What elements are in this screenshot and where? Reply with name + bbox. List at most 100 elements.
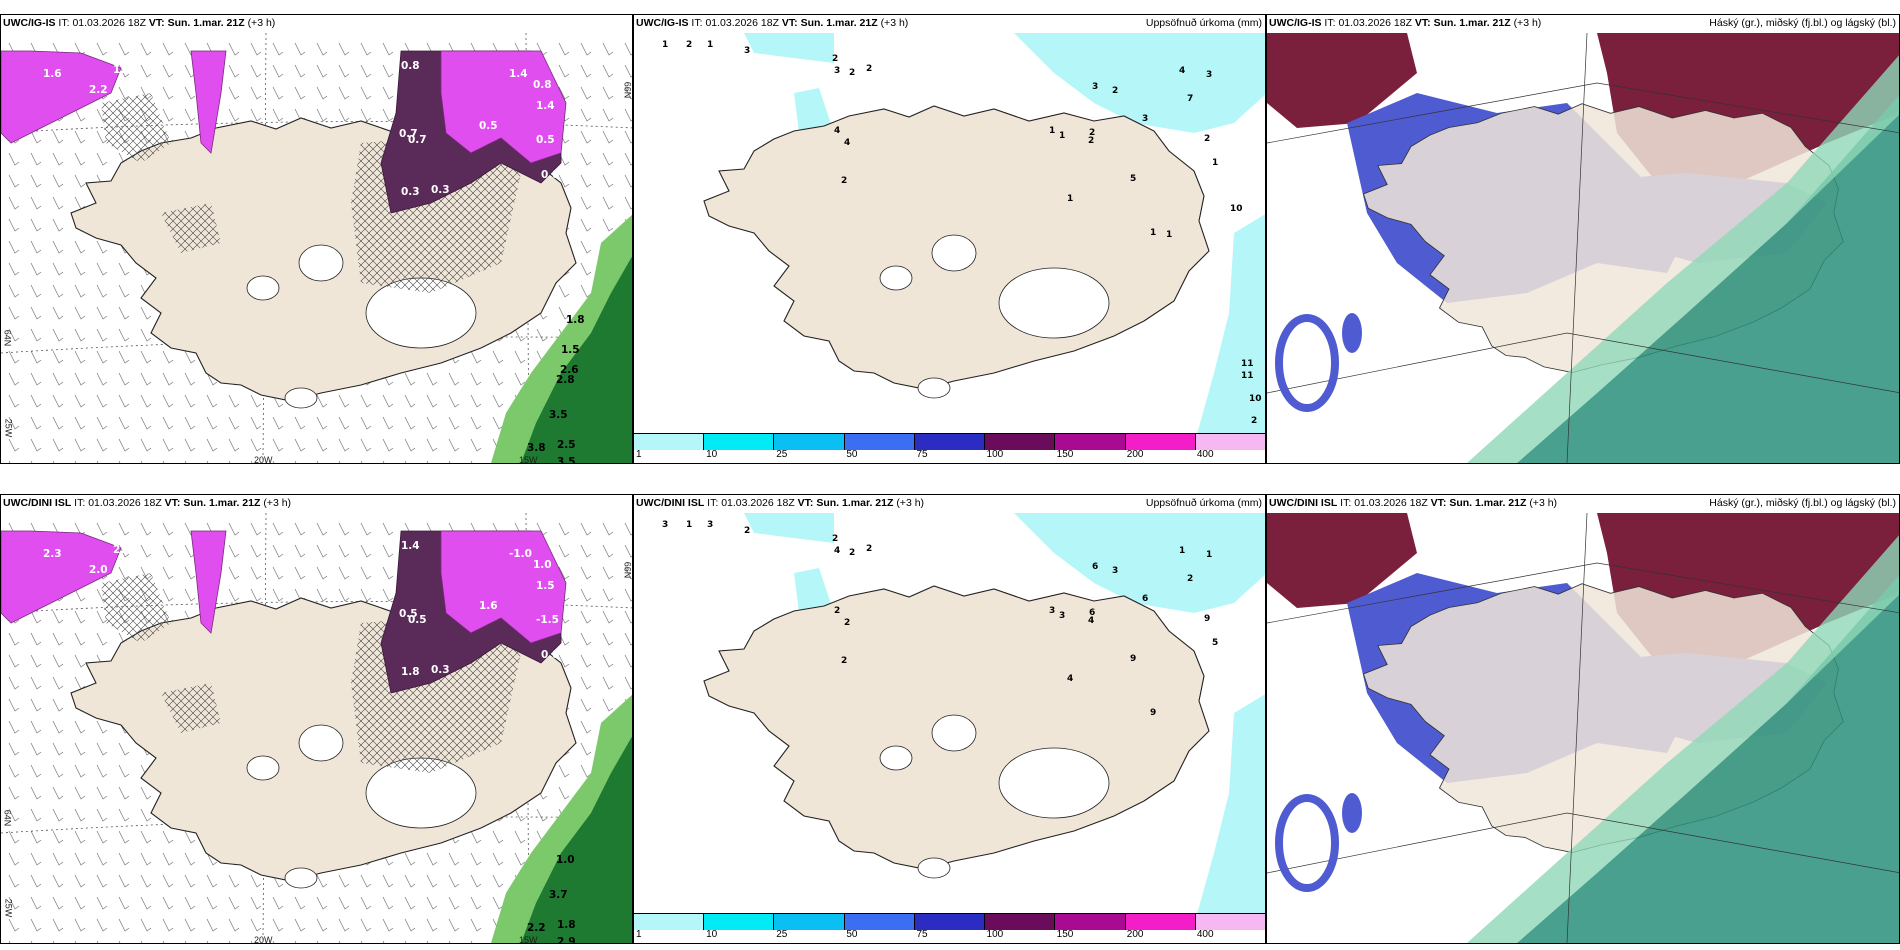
wind-barb [8,896,20,910]
precip-amount-label: 2 [849,548,855,558]
wind-barb [448,416,460,430]
wind-barb [492,394,504,408]
wind-barb [558,544,570,558]
wind-barb [580,720,592,734]
contour-value-label: 2.2 [89,84,108,96]
wind-barb [250,918,262,932]
wind-barb [96,764,108,778]
wind-barb [162,394,174,408]
wind-barb [580,108,592,122]
wind-barb [30,328,42,342]
wind-barb [360,394,372,408]
colorbar-tick-label: 1 [636,929,642,940]
wind-barb [162,438,174,452]
colorbar-tick-label: 100 [986,449,1004,460]
wind-barb [8,808,20,822]
wind-barb [162,918,174,932]
wind-barb [294,896,306,910]
mid-cloud-swirl [1275,794,1339,892]
wind-barb [184,372,196,386]
wind-barb [140,64,152,78]
wind-barb [602,698,614,712]
lon-label-25w: 25W [3,418,14,438]
wind-barb [140,896,152,910]
high-cloud-maroon [1267,33,1417,128]
precip-area-purple [190,530,227,634]
wind-barb [162,42,174,56]
wind-barb [74,676,86,690]
glacier [931,714,977,752]
wind-barb [96,632,108,646]
panel-header: UWC/IG-IS IT: 01.03.2026 18Z VT: Sun. 1.… [3,17,276,29]
wind-barb [52,372,64,386]
contour-value-label: 2.5 [557,439,576,451]
wind-barb [360,566,372,580]
wind-barb [558,86,570,100]
wind-barb [338,460,341,463]
colorbar-tick-label: 25 [776,929,788,940]
wind-barb [470,416,482,430]
precip-amount-label: 6 [1089,608,1095,618]
graticule-line [1566,33,1588,463]
wind-barb [250,438,262,452]
colorbar-swatch [704,914,775,930]
contour-value-label: 0.7 [399,128,418,140]
wind-barb [228,108,240,122]
wind-barb [272,522,284,536]
graticule-line [1267,812,1899,874]
wind-barb [338,64,350,78]
contour-value-label: 1.0 [556,854,575,866]
cloud-map [1267,513,1899,943]
wind-barb [602,544,614,558]
wind-barb [580,130,592,144]
mid-cloud-blob [1342,793,1362,833]
wind-barb [316,874,328,888]
contour-value-label: 1.6 [43,68,62,80]
wind-barb [624,174,632,188]
wind-barb [52,918,64,932]
hatched-snow-area [101,93,171,163]
wind-barb [470,372,482,386]
wind-barb [580,152,592,166]
wind-barb [448,874,460,888]
wind-barb [382,918,394,932]
glacier [284,387,318,409]
wind-barb [118,86,130,100]
wind-barb [580,42,592,56]
wind-barb [448,896,460,910]
wind-barb [184,416,196,430]
wind-barb [250,394,262,408]
wind-barb [140,350,152,364]
wind-barb [272,394,284,408]
wind-barb [448,852,460,866]
wind-barb [140,786,152,800]
wind-barb [30,372,42,386]
wind-barb [602,152,614,166]
wind-barb [140,416,152,430]
wind-barb [8,350,20,364]
colorbar-tick-label: 10 [706,449,718,460]
panel-header: UWC/DINI ISL IT: 01.03.2026 18Z VT: Sun.… [3,497,292,509]
wind-barb [184,896,196,910]
wind-barb [206,940,209,943]
wind-barb [228,544,240,558]
wind-barb [96,896,108,910]
contour-value-label: 1.8 [566,314,585,326]
wind-barb [52,350,64,364]
wind-barb [96,830,108,844]
wind-barb [602,42,614,56]
wind-precip-panel-igis: UWC/IG-IS IT: 01.03.2026 18Z VT: Sun. 1.… [0,14,633,464]
wind-barb [228,438,240,452]
wind-barb [52,262,64,276]
colorbar-tick-label: 150 [1056,449,1074,460]
lon-label-15w: 15W [519,935,538,944]
wind-barb [74,372,86,386]
wind-barb [316,42,328,56]
wind-barb [536,808,548,822]
wind-barb [30,350,42,364]
wind-barb [74,438,86,452]
wind-barb [206,896,218,910]
precip-amount-label: 4 [1088,616,1094,626]
wind-barb [118,42,130,56]
